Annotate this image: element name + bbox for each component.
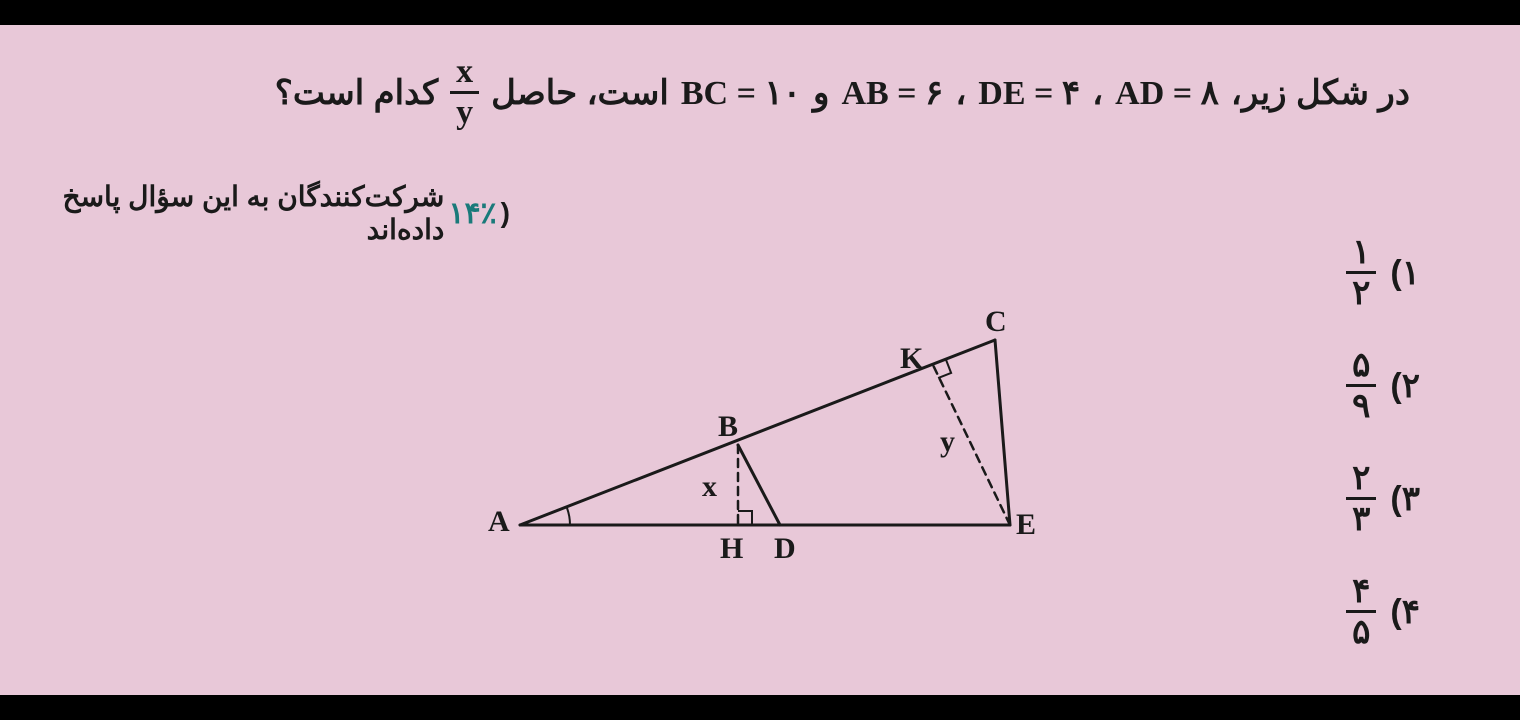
option-1-fraction: ۱ ۲ bbox=[1346, 235, 1376, 310]
question-suffix: کدام است؟ bbox=[275, 73, 438, 113]
eq3: AB = ۶ bbox=[841, 73, 943, 113]
label-x: x bbox=[702, 470, 717, 504]
label-A: A bbox=[488, 505, 510, 539]
label-K: K bbox=[900, 342, 923, 376]
option-1: ۱) ۱ ۲ bbox=[1346, 235, 1420, 310]
option-3: ۳) ۲ ۳ bbox=[1346, 461, 1420, 536]
label-E: E bbox=[1016, 508, 1036, 542]
eq1: AD = ۸ bbox=[1115, 73, 1219, 113]
comma2: ، bbox=[955, 73, 966, 113]
option-2-fraction: ۵ ۹ bbox=[1346, 348, 1376, 423]
question-prefix: در شکل زیر، bbox=[1231, 73, 1410, 113]
eq4: BC = ۱۰ bbox=[681, 73, 801, 113]
option-4: ۴) ۴ ۵ bbox=[1346, 574, 1420, 649]
label-B: B bbox=[718, 410, 738, 444]
conj: و bbox=[813, 73, 829, 113]
label-C: C bbox=[985, 305, 1007, 339]
option-3-fraction: ۲ ۳ bbox=[1346, 461, 1376, 536]
diagram-svg bbox=[480, 310, 1040, 580]
label-D: D bbox=[774, 532, 796, 566]
options-list: ۱) ۱ ۲ ۲) ۵ ۹ ۳) ۲ ۳ ۴) ۴ ۵ bbox=[1346, 235, 1420, 649]
triangle-diagram: A B C D E H K x y bbox=[480, 310, 1020, 570]
eq2: DE = ۴ bbox=[978, 73, 1080, 113]
fraction-xy: x y bbox=[450, 55, 479, 130]
comma1: ، bbox=[1092, 73, 1103, 113]
question-text: در شکل زیر، AD = ۸ ، DE = ۴ ، AB = ۶ و B… bbox=[130, 55, 1410, 130]
option-2: ۲) ۵ ۹ bbox=[1346, 348, 1420, 423]
label-H: H bbox=[720, 532, 743, 566]
question-mid: است، حاصل bbox=[491, 73, 669, 113]
stats-text: ( ۱۴٪ شرکت‌کنندگان به این سؤال پاسخ داده… bbox=[0, 180, 510, 246]
option-4-fraction: ۴ ۵ bbox=[1346, 574, 1376, 649]
label-y: y bbox=[940, 425, 955, 459]
page-content: در شکل زیر، AD = ۸ ، DE = ۴ ، AB = ۶ و B… bbox=[0, 25, 1520, 695]
stats-percent: ۱۴٪ bbox=[448, 196, 496, 231]
